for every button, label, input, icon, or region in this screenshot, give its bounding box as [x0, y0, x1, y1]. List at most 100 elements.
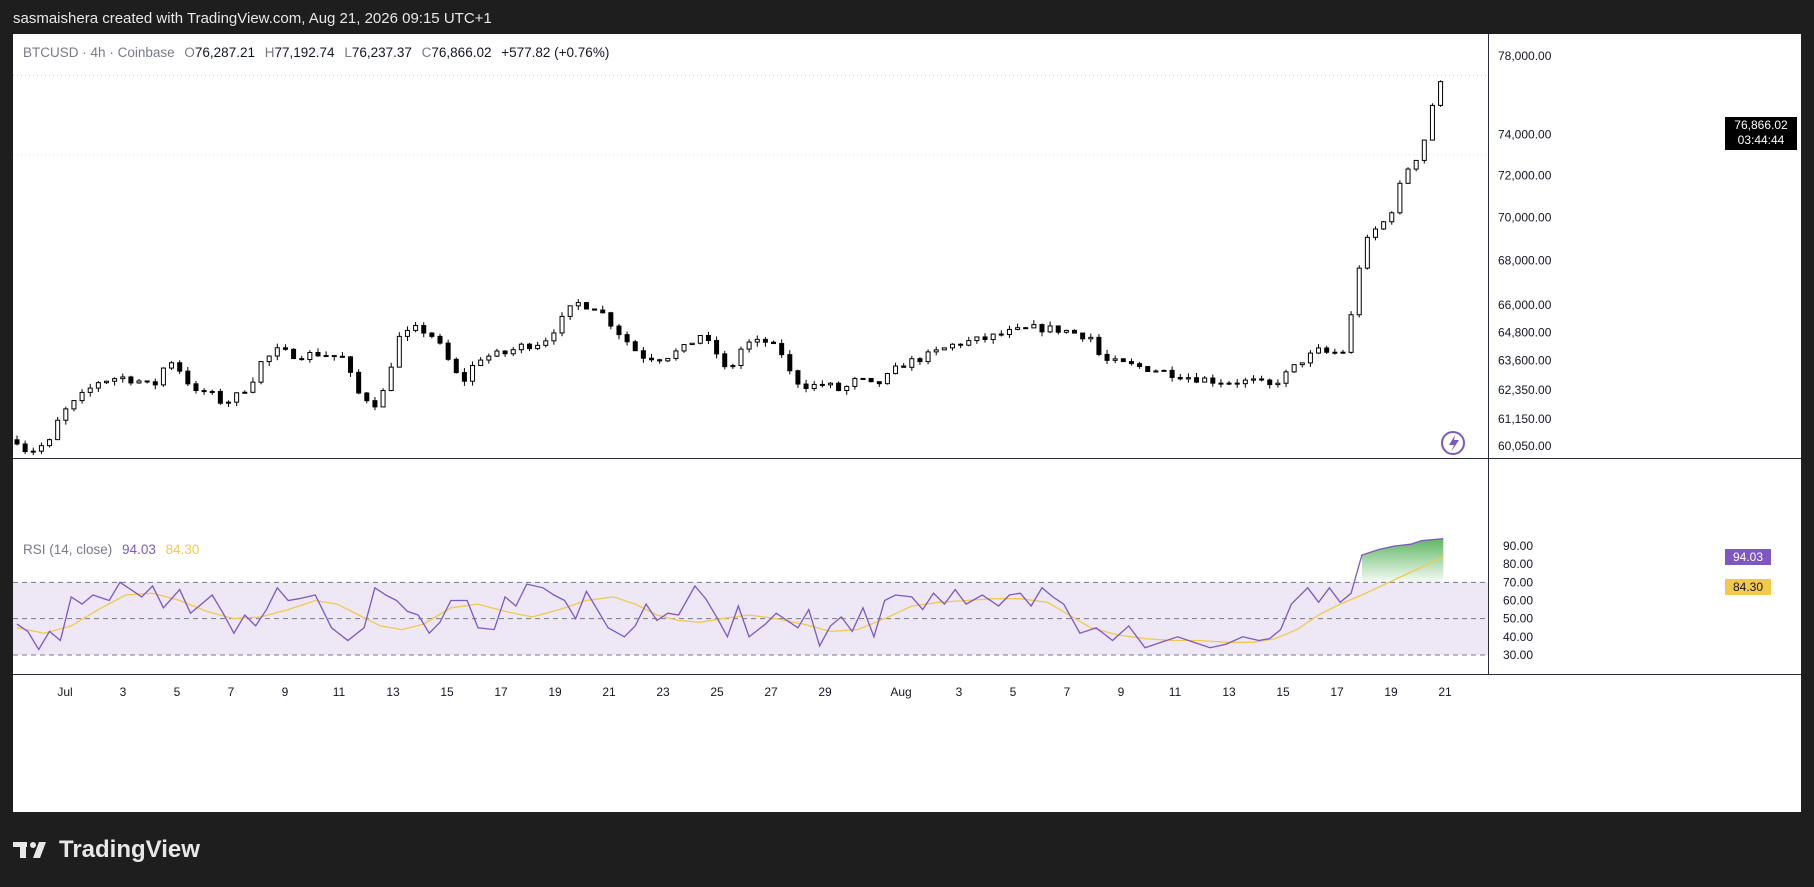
candle-body	[1291, 364, 1297, 373]
candle-body	[665, 357, 671, 362]
candle-body	[356, 371, 362, 394]
legend-symbol[interactable]: BTCUSD	[23, 45, 79, 60]
candle-body	[388, 366, 394, 392]
candle-body	[1250, 378, 1256, 381]
candle-body	[738, 348, 744, 367]
candle-body	[421, 325, 427, 334]
candle-body	[486, 355, 492, 361]
time-tick-label: 21	[602, 685, 616, 699]
price-tick-label: 74,000.00	[1498, 128, 1552, 142]
logo-text: TradingView	[59, 836, 200, 863]
legend-exchange: Coinbase	[117, 45, 175, 60]
candle-body	[787, 354, 793, 372]
candle-body	[339, 355, 345, 358]
candle-body	[998, 333, 1004, 336]
candle-body	[1096, 336, 1102, 355]
candle-body	[966, 340, 972, 346]
candle-body	[624, 334, 630, 343]
candle-body	[1275, 382, 1281, 386]
candle-body	[478, 359, 484, 367]
candle-body	[209, 390, 215, 393]
candle-body	[1145, 366, 1151, 373]
candle-body	[331, 355, 337, 358]
chart-canvas[interactable]: 78,000.00 74,000.00 72,000.00 70,000.00 68,0…	[13, 34, 1801, 812]
price-tick-label: 60,050.00	[1498, 439, 1552, 453]
time-tick-label: 5	[1010, 685, 1017, 699]
legend-high: 77,192.74	[274, 45, 335, 60]
candle-body	[299, 358, 305, 361]
candle-body	[722, 353, 728, 368]
candle-body	[79, 391, 85, 402]
candle-body	[827, 382, 833, 386]
candle-body	[30, 450, 36, 453]
price-tick-label: 64,800.00	[1498, 325, 1552, 339]
chart-background	[13, 34, 1801, 812]
candle-body	[1348, 314, 1354, 353]
price-tick-label: 66,000.00	[1498, 298, 1552, 312]
rsi-title[interactable]: RSI (14, close)	[23, 542, 113, 557]
candle-body	[1364, 236, 1370, 269]
candle-body	[771, 341, 777, 345]
candle-body	[201, 390, 207, 393]
candle-body	[1153, 370, 1159, 373]
candle-body	[1202, 377, 1208, 383]
candle-body	[1063, 329, 1069, 333]
candle-body	[876, 381, 882, 385]
candle-body	[71, 400, 77, 410]
candle-body	[1226, 382, 1232, 385]
price-tick-label: 62,350.00	[1498, 383, 1552, 397]
candle-body	[893, 365, 899, 375]
legend-high-label: H	[264, 45, 275, 60]
rsi-tick-label: 30.00	[1503, 648, 1533, 662]
candle-body	[543, 340, 549, 346]
candle-body	[860, 377, 866, 380]
candle-body	[1137, 363, 1143, 368]
candle-body	[1324, 347, 1330, 353]
bar-countdown: 03:44:44	[1737, 133, 1785, 147]
candle-body	[1218, 382, 1224, 385]
candle-body	[1421, 139, 1427, 161]
candle-body	[1316, 347, 1322, 354]
price-tick-label: 72,000.00	[1498, 168, 1552, 182]
candle-body	[437, 335, 443, 344]
candle-body	[1185, 377, 1191, 380]
candle-body	[616, 325, 622, 336]
candle-body	[1210, 377, 1216, 384]
time-tick-label: 11	[333, 685, 346, 699]
candle-body	[1413, 159, 1419, 170]
candle-body	[819, 383, 825, 386]
candle-body	[160, 367, 166, 386]
event-marker-ring	[1441, 431, 1465, 455]
time-tick-label: 9	[1118, 685, 1125, 699]
chart-frame[interactable]: 78,000.00 74,000.00 72,000.00 70,000.00 68,0…	[13, 34, 1801, 812]
candle-body	[144, 380, 150, 383]
candle-body	[600, 309, 606, 314]
candle-body	[234, 392, 240, 403]
candle-body	[217, 390, 223, 404]
candle-body	[315, 351, 321, 357]
time-tick-label: 5	[174, 685, 181, 699]
rsi-tick-label: 40.00	[1503, 630, 1533, 644]
candle-body	[1015, 327, 1021, 330]
candle-body	[404, 329, 410, 337]
candle-body	[120, 376, 126, 380]
time-tick-label: 29	[818, 685, 832, 699]
tradingview-logo[interactable]: TradingView	[13, 833, 200, 867]
time-tick-label: 15	[1276, 685, 1290, 699]
rsi-value: 94.03	[122, 542, 156, 557]
rsi-overbought-fill	[1361, 538, 1444, 583]
candle-body	[730, 365, 736, 368]
candle-body	[1120, 358, 1126, 363]
time-tick-label: 19	[548, 685, 562, 699]
candle-body	[974, 336, 980, 342]
candle-body	[608, 312, 614, 327]
tradingview-logo-icon	[13, 842, 46, 858]
candle-body	[526, 343, 532, 350]
candle-body	[1080, 332, 1086, 340]
time-tick-label: 19	[1384, 685, 1398, 699]
candle-body	[746, 341, 752, 350]
rsi-legend: RSI (14, close) 94.03 84.30	[23, 542, 199, 557]
candle-body	[1405, 168, 1411, 184]
legend-open-label: O	[184, 45, 195, 60]
rsi-ma-tag: 84.30	[1725, 579, 1771, 595]
